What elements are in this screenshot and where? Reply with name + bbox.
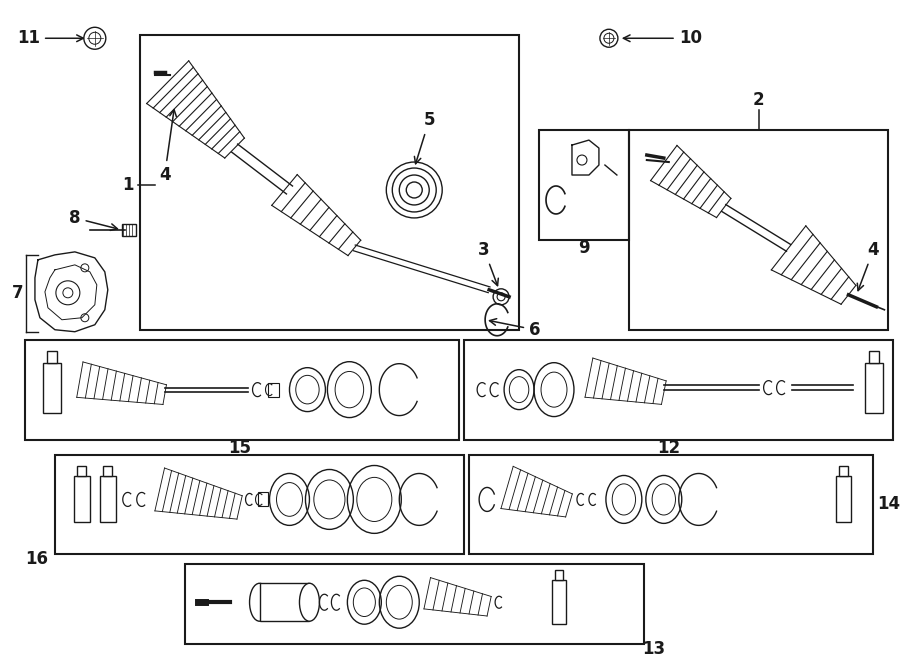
Ellipse shape [300, 583, 319, 621]
Bar [122, 224, 136, 236]
Bar [464, 340, 894, 440]
Bar [47, 351, 57, 363]
Text: 13: 13 [643, 640, 665, 658]
Bar [25, 340, 459, 440]
Bar [469, 455, 873, 555]
Text: 4: 4 [858, 241, 879, 291]
Bar [629, 130, 888, 330]
Text: 6: 6 [490, 319, 541, 338]
Text: 16: 16 [25, 551, 49, 568]
Text: 7: 7 [13, 284, 23, 302]
Bar [539, 130, 629, 240]
Text: 11: 11 [17, 29, 84, 47]
Bar [866, 363, 884, 412]
Bar [257, 492, 267, 506]
Text: 5: 5 [414, 111, 435, 164]
Bar [104, 467, 112, 477]
Bar [835, 477, 851, 522]
Text: 2: 2 [752, 91, 764, 109]
Circle shape [600, 29, 618, 47]
Bar [100, 477, 116, 522]
Circle shape [493, 289, 509, 305]
Bar [259, 583, 310, 621]
Text: 3: 3 [478, 241, 499, 286]
Bar [267, 383, 280, 397]
Bar [43, 363, 61, 412]
Bar [74, 477, 90, 522]
Text: 1: 1 [122, 176, 133, 194]
Text: 4: 4 [159, 110, 176, 184]
Bar [55, 455, 464, 555]
Bar [839, 467, 848, 477]
Text: 12: 12 [657, 438, 680, 457]
Ellipse shape [249, 583, 269, 621]
Text: 14: 14 [877, 496, 900, 514]
Bar [869, 351, 879, 363]
Bar [555, 570, 563, 580]
Text: 15: 15 [228, 438, 251, 457]
Bar [140, 35, 519, 330]
Text: 10: 10 [624, 29, 702, 47]
Text: 8: 8 [69, 209, 117, 231]
Bar [552, 580, 566, 624]
Text: 9: 9 [578, 239, 590, 257]
Bar [184, 564, 644, 644]
Bar [77, 467, 86, 477]
Circle shape [84, 27, 106, 49]
